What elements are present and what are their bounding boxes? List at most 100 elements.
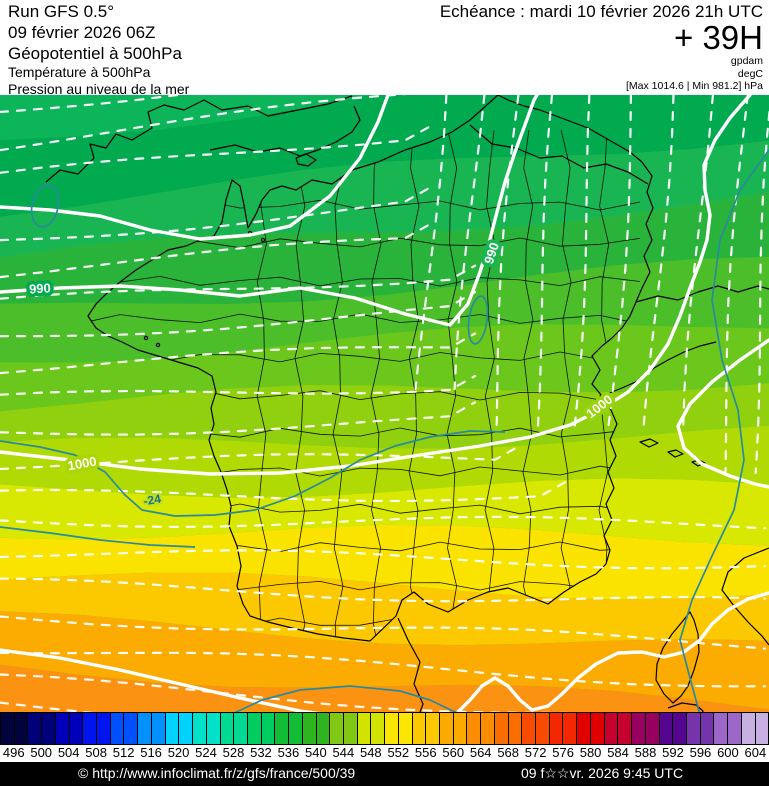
unit-labels: gpdam degC [Max 1014.6 | Min 981.2] hPa (440, 55, 763, 93)
belgium-border (469, 124, 649, 185)
colorbar-cell (494, 713, 509, 744)
color-band (0, 192, 769, 304)
dashed-isoline (642, 95, 675, 433)
department-border-line (88, 276, 641, 287)
dashed-isoline (414, 95, 448, 391)
dashed-isoline (0, 577, 767, 603)
dashed-isoline (606, 95, 632, 433)
colorbar-tick-label: 584 (607, 745, 629, 760)
department-border-line (88, 351, 641, 363)
valid-time: Echéance : mardi 10 février 2026 21h UTC (439, 2, 763, 21)
colorbar-cell (604, 713, 619, 744)
spain-coastline (397, 617, 424, 712)
footer: © http://www.infoclimat.fr/z/gfs/france/… (0, 762, 769, 786)
colorbar-cell (673, 713, 687, 744)
colorbar-cell (193, 713, 207, 744)
isobar-line-southwest (0, 648, 321, 712)
color-band (0, 324, 769, 412)
department-border-line (484, 129, 496, 641)
colorbar-cell (42, 713, 56, 744)
dashed-isoline (0, 515, 767, 530)
colorbar-cell (302, 713, 317, 744)
colorbar-tick-label: 596 (689, 745, 712, 760)
color-band (0, 95, 769, 217)
colorbar-tick-label: 512 (112, 745, 135, 760)
param-geopotential: Géopotentiel à 500hPa (8, 44, 182, 63)
colorbar-tick-label: 588 (634, 745, 657, 760)
england-coastline (45, 95, 353, 183)
dashed-isoline (0, 374, 477, 396)
isle-of-wight (295, 153, 317, 167)
colorbar-cell (659, 713, 674, 744)
colorbar-cell (247, 713, 262, 744)
dashed-isoline (495, 95, 520, 433)
colorbar-cell (385, 713, 399, 744)
department-border-line (256, 129, 268, 641)
isobar-line-1000 (0, 95, 752, 476)
colorbar-cell (700, 713, 715, 744)
model-run-title: Run GFS 0.5° (8, 2, 115, 21)
department-border-line (370, 129, 382, 641)
dashed-isoline (724, 95, 749, 475)
dashed-isoline (0, 549, 767, 570)
colorbar-tick-label: 580 (579, 745, 602, 760)
colorbar-cell (330, 713, 344, 744)
colorbar-cell (83, 713, 98, 744)
dashed-isoline (0, 95, 406, 152)
temperature-contour (0, 430, 506, 517)
colorbar-tick-label: 520 (167, 745, 190, 760)
color-band (0, 257, 769, 363)
colorbar-cell (289, 713, 303, 744)
dashed-isoline (682, 95, 714, 433)
colorbar-cell (234, 713, 248, 744)
dashed-isoline (536, 95, 554, 433)
colorbar (0, 712, 769, 745)
header: Run GFS 0.5° 09 février 2026 06Z Géopote… (0, 0, 769, 97)
colorbar-cell (645, 713, 660, 744)
colorbar-tick-label: 496 (2, 745, 25, 760)
color-band (0, 611, 769, 710)
colorbar-cell (69, 713, 84, 744)
isobar-line-south (455, 591, 769, 712)
germany-border (635, 285, 769, 303)
temperature-contour (0, 526, 196, 548)
department-border-line (408, 129, 420, 641)
colorbar-cell (28, 713, 43, 744)
colorbar-tick-label: 552 (387, 745, 410, 760)
colorbar-cell (371, 713, 386, 744)
model-info: Run GFS 0.5° 09 février 2026 06Z Géopote… (8, 1, 189, 97)
colorbar-cell (220, 713, 235, 744)
colorbar-cell (577, 713, 591, 744)
weather-map: 990 990 1000 1000 -24 (0, 95, 769, 712)
colorbar-cell (508, 713, 523, 744)
colorbar-cell (316, 713, 331, 744)
lead-time: + 39H (674, 19, 763, 56)
dashed-isoline (0, 223, 432, 279)
colorbar-cell (138, 713, 152, 744)
colorbar-cell (398, 713, 413, 744)
colorbar-tick-label: 536 (277, 745, 300, 760)
dashed-isoline (0, 481, 567, 503)
dashed-isoline (0, 291, 477, 338)
colorbar-cell (536, 713, 550, 744)
temperature-contour (679, 149, 769, 712)
colorbar-cell (110, 713, 125, 744)
colorbar-cell (261, 713, 276, 744)
dashed-isoline (0, 332, 477, 375)
colorbar-cell (453, 713, 468, 744)
department-border-line (332, 129, 344, 641)
isobar-lines-layer (0, 95, 769, 712)
colorbar-tick-label: 524 (195, 745, 217, 760)
dashed-isoline (453, 95, 486, 391)
colorbar-tick-label: 600 (717, 745, 739, 760)
colorbar-cell (714, 713, 729, 744)
colorbar-tick-label: 576 (552, 745, 574, 760)
colorbar-cell (0, 713, 15, 744)
color-band (0, 524, 769, 600)
unit-gpdam: gpdam (730, 55, 763, 67)
color-band (0, 478, 769, 546)
colorbar-tick-label: 500 (30, 745, 53, 760)
colorbar-tick-label: 528 (222, 745, 245, 760)
colorbar-cell (741, 713, 756, 744)
temperature-label: -24 (142, 492, 162, 509)
